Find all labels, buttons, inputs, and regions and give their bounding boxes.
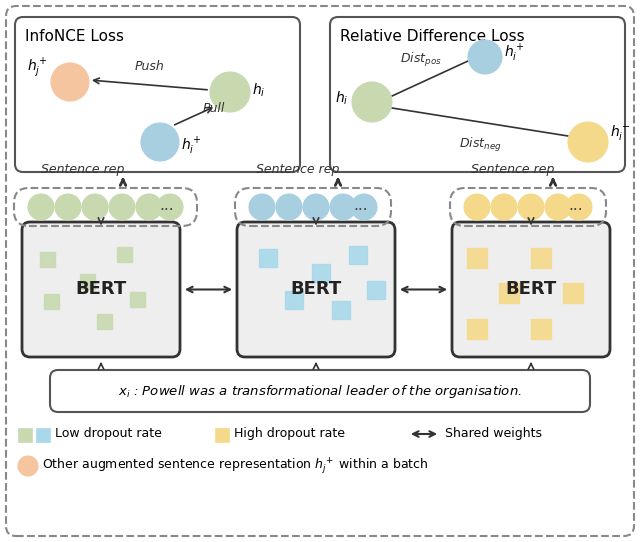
Circle shape	[109, 194, 135, 220]
Text: ...: ...	[569, 198, 583, 214]
Circle shape	[28, 194, 54, 220]
Bar	[367, 281, 385, 299]
Text: High dropout rate: High dropout rate	[234, 428, 345, 441]
Text: Shared weights: Shared weights	[445, 428, 542, 441]
Circle shape	[210, 72, 250, 112]
Circle shape	[545, 194, 571, 220]
Circle shape	[249, 194, 275, 220]
Bar	[44, 294, 59, 309]
Circle shape	[136, 194, 162, 220]
FancyBboxPatch shape	[452, 222, 610, 357]
Circle shape	[568, 122, 608, 162]
Bar	[97, 314, 112, 329]
Text: Sentence rep: Sentence rep	[256, 163, 340, 176]
Text: Low dropout rate: Low dropout rate	[55, 428, 162, 441]
Bar	[312, 264, 330, 282]
Circle shape	[330, 194, 356, 220]
Bar	[531, 319, 551, 339]
Circle shape	[566, 194, 592, 220]
Text: $h_i$: $h_i$	[252, 81, 266, 99]
Bar	[467, 248, 487, 268]
Circle shape	[351, 194, 377, 220]
Text: $h_i^-$: $h_i^-$	[610, 122, 631, 141]
Text: BERT: BERT	[76, 281, 127, 299]
FancyBboxPatch shape	[22, 222, 180, 357]
Circle shape	[141, 123, 179, 161]
Bar	[40, 252, 55, 267]
Text: $x_i$ : Powell was a transformational leader of the organisation.: $x_i$ : Powell was a transformational le…	[118, 383, 522, 399]
Bar	[18, 428, 32, 442]
Bar	[130, 292, 145, 307]
Text: Push: Push	[135, 60, 165, 73]
Text: InfoNCE Loss: InfoNCE Loss	[25, 29, 124, 44]
Circle shape	[303, 194, 329, 220]
Bar	[80, 274, 95, 289]
Circle shape	[276, 194, 302, 220]
Circle shape	[468, 40, 502, 74]
Text: $h_i^+$: $h_i^+$	[504, 42, 525, 63]
Circle shape	[352, 82, 392, 122]
Text: $Dist_{neg}$: $Dist_{neg}$	[459, 136, 501, 154]
FancyBboxPatch shape	[237, 222, 395, 357]
FancyBboxPatch shape	[330, 17, 625, 172]
Circle shape	[82, 194, 108, 220]
Circle shape	[51, 63, 89, 101]
Bar	[467, 319, 487, 339]
Bar	[563, 283, 583, 304]
Circle shape	[491, 194, 517, 220]
Text: Pull: Pull	[203, 102, 225, 115]
FancyBboxPatch shape	[50, 370, 590, 412]
Circle shape	[55, 194, 81, 220]
Bar	[499, 283, 519, 304]
Bar	[349, 246, 367, 264]
Text: $h_j^+$: $h_j^+$	[28, 56, 48, 80]
Bar	[117, 247, 132, 262]
Text: $h_i^+$: $h_i^+$	[181, 136, 202, 157]
Circle shape	[157, 194, 183, 220]
Bar	[285, 291, 303, 309]
FancyBboxPatch shape	[15, 17, 300, 172]
Text: ...: ...	[160, 198, 174, 214]
Circle shape	[464, 194, 490, 220]
Bar	[531, 248, 551, 268]
Text: Sentence rep: Sentence rep	[42, 163, 125, 176]
Circle shape	[518, 194, 544, 220]
Bar	[332, 301, 350, 319]
Circle shape	[18, 456, 38, 476]
Text: Relative Difference Loss: Relative Difference Loss	[340, 29, 525, 44]
Text: BERT: BERT	[506, 281, 557, 299]
Text: $Dist_{pos}$: $Dist_{pos}$	[399, 51, 442, 69]
Text: ...: ...	[354, 198, 368, 214]
Bar	[259, 249, 277, 267]
Text: Sentence rep: Sentence rep	[471, 163, 555, 176]
Bar	[36, 428, 50, 442]
Text: $h_i$: $h_i$	[335, 89, 348, 107]
Text: BERT: BERT	[291, 281, 342, 299]
Text: Other augmented sentence representation $h_j^+$ within a batch: Other augmented sentence representation …	[42, 456, 428, 476]
Bar	[215, 428, 229, 442]
